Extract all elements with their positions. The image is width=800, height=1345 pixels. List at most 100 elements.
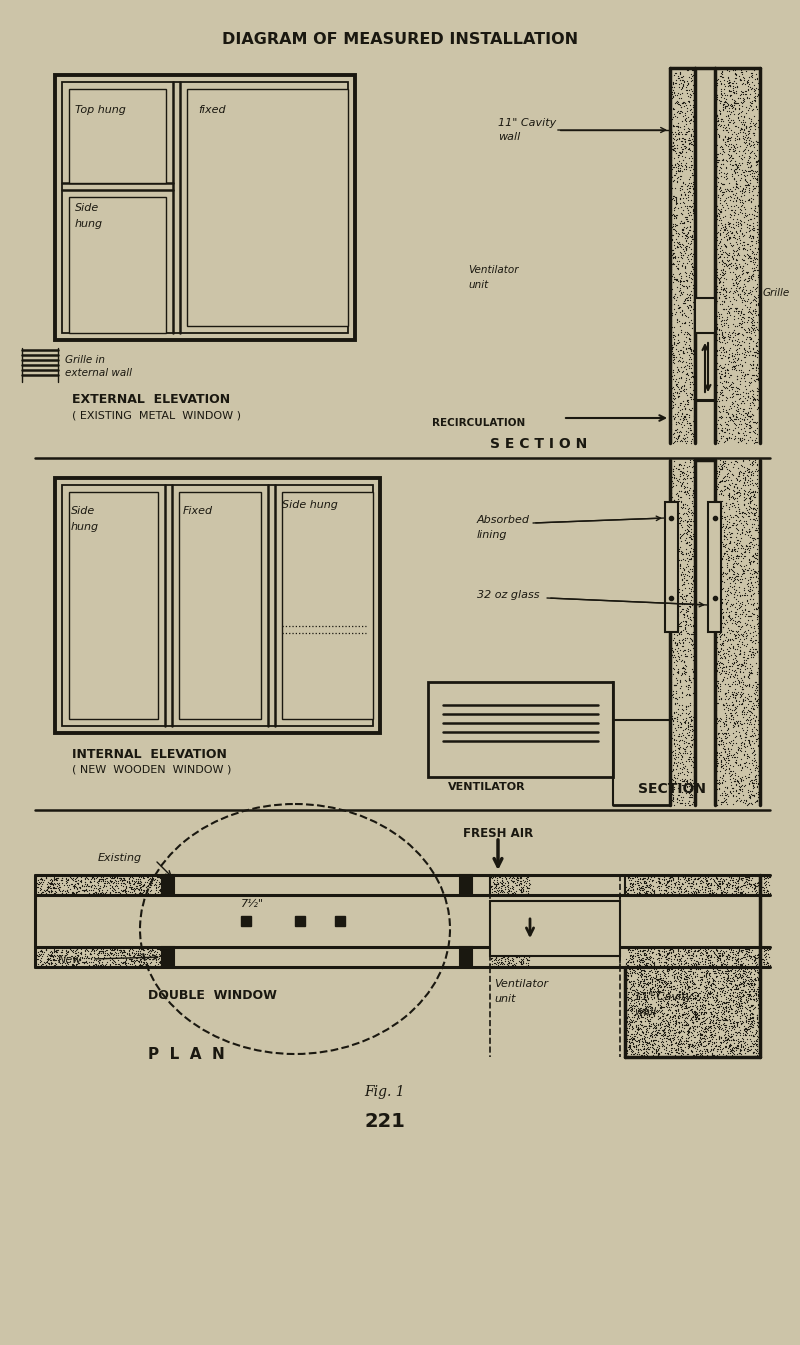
Point (682, 1006, 694, 1028)
Point (639, 865, 652, 886)
Point (665, 950, 678, 971)
Point (634, 1018, 647, 1040)
Point (718, 525, 730, 546)
Point (678, 574, 690, 596)
Point (754, 866, 767, 888)
Point (724, 75, 737, 97)
Point (720, 742, 733, 764)
Point (672, 878, 685, 900)
Point (728, 948, 741, 970)
Point (678, 568, 690, 589)
Point (686, 527, 698, 549)
Point (737, 304, 750, 325)
Point (722, 467, 735, 488)
Point (727, 538, 740, 560)
Point (687, 765, 700, 787)
Point (749, 167, 762, 188)
Point (134, 954, 146, 975)
Point (746, 383, 759, 405)
Point (625, 972, 638, 994)
Point (71, 944, 84, 966)
Point (679, 538, 692, 560)
Point (749, 499, 762, 521)
Point (706, 1038, 719, 1060)
Point (744, 230, 757, 252)
Point (126, 870, 138, 892)
Point (685, 296, 698, 317)
Point (726, 868, 739, 889)
Point (722, 745, 735, 767)
Point (668, 269, 681, 291)
Point (639, 1002, 652, 1024)
Point (683, 373, 696, 394)
Point (753, 432, 766, 453)
Point (686, 366, 699, 387)
Point (746, 215, 759, 237)
Point (736, 354, 749, 375)
Point (750, 944, 763, 966)
Point (683, 960, 696, 982)
Point (661, 876, 674, 897)
Point (683, 516, 696, 538)
Point (730, 960, 743, 982)
Point (656, 1006, 669, 1028)
Point (750, 67, 763, 89)
Point (714, 414, 727, 436)
Point (665, 75, 678, 97)
Point (682, 137, 695, 159)
Point (724, 705, 737, 726)
Point (720, 873, 733, 894)
Point (621, 999, 634, 1021)
Point (719, 213, 732, 234)
Point (634, 959, 647, 981)
Point (674, 188, 686, 210)
Point (624, 1011, 637, 1033)
Point (718, 941, 731, 963)
Point (487, 944, 500, 966)
Point (711, 985, 724, 1006)
Point (514, 868, 526, 889)
Point (731, 1010, 744, 1032)
Point (684, 547, 697, 569)
Point (685, 521, 698, 542)
Point (671, 223, 684, 245)
Point (674, 460, 686, 482)
Point (677, 1003, 690, 1025)
Point (699, 881, 712, 902)
Point (739, 792, 752, 814)
Point (90, 955, 103, 976)
Point (684, 515, 697, 537)
Point (710, 580, 722, 601)
Point (737, 502, 750, 523)
Point (678, 983, 690, 1005)
Point (753, 951, 766, 972)
Point (738, 585, 751, 607)
Point (739, 790, 752, 811)
Point (746, 62, 758, 83)
Point (717, 643, 730, 664)
Point (79, 868, 92, 889)
Point (680, 385, 693, 406)
Point (747, 285, 760, 307)
Point (713, 327, 726, 348)
Point (717, 944, 730, 966)
Point (674, 351, 687, 373)
Point (686, 616, 699, 638)
Point (640, 944, 653, 966)
Point (124, 877, 137, 898)
Point (666, 869, 679, 890)
Point (720, 180, 733, 202)
Point (674, 555, 686, 577)
Point (134, 865, 147, 886)
Point (519, 884, 532, 905)
Point (121, 955, 134, 976)
Point (686, 178, 699, 199)
Point (711, 632, 724, 654)
Point (673, 946, 686, 967)
Point (667, 334, 680, 355)
Point (711, 476, 724, 498)
Point (667, 608, 680, 629)
Point (732, 737, 745, 759)
Point (678, 998, 691, 1020)
Point (750, 728, 763, 749)
